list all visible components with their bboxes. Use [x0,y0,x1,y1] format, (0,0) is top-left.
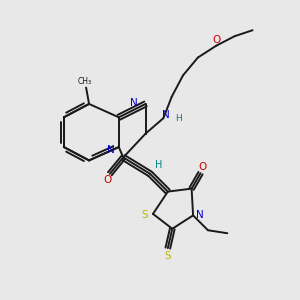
Text: N: N [130,98,137,108]
Text: N: N [196,210,203,220]
Text: N: N [162,110,169,120]
Text: S: S [141,210,148,220]
Text: N: N [106,145,114,155]
Text: S: S [164,250,171,260]
Text: O: O [198,162,206,172]
Text: H: H [176,114,182,123]
Text: O: O [213,35,221,45]
Text: CH₃: CH₃ [77,76,92,85]
Text: O: O [103,175,112,185]
Text: H: H [154,160,162,170]
